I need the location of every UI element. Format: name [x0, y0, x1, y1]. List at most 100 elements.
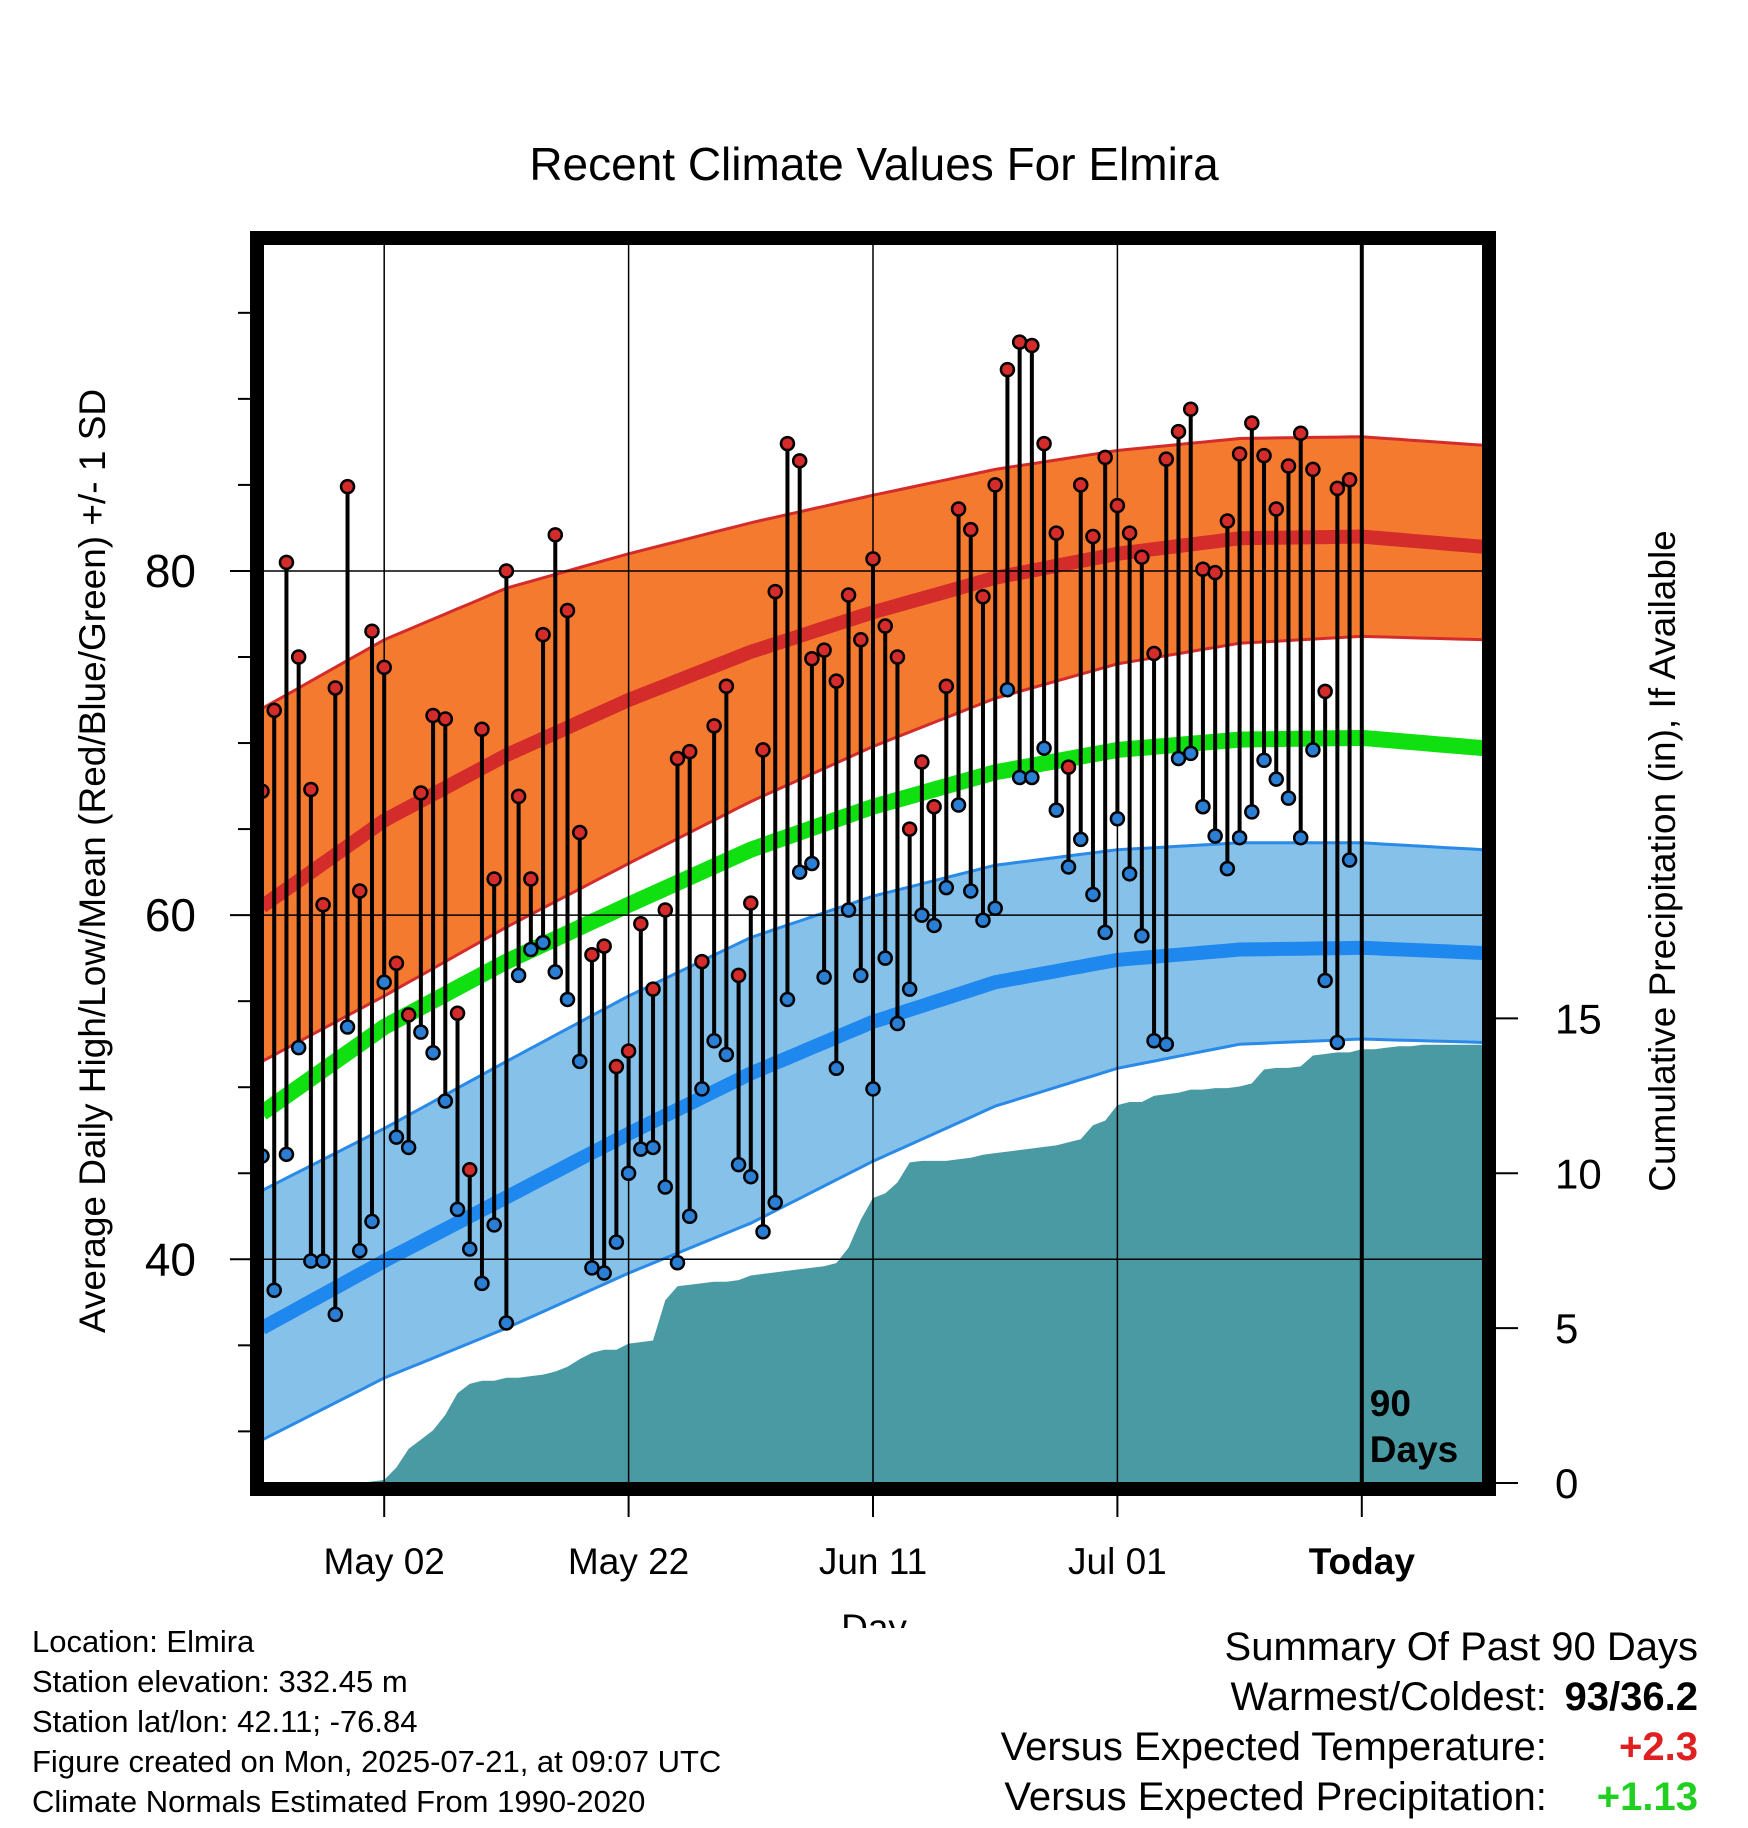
daily-low-point — [975, 912, 991, 929]
summary-heading: Summary Of Past 90 Days — [1224, 1625, 1698, 1669]
daily-low-point — [461, 1241, 478, 1257]
daily-high-point — [706, 718, 722, 734]
daily-high-point — [779, 435, 796, 452]
daily-low-point — [315, 1253, 331, 1269]
left-y-tick-label: 80 — [145, 545, 196, 597]
plot-inner: 90 Days — [262, 244, 1484, 1483]
summary-panel: Summary Of Past 90 Days Warmest/Coldest:… — [1001, 1622, 1698, 1822]
daily-high-point — [315, 897, 331, 913]
daily-low-point — [1024, 769, 1040, 786]
daily-high-point — [926, 798, 942, 815]
daily-low-point — [535, 934, 551, 951]
daily-high-point — [1085, 528, 1101, 545]
daily-low-point — [413, 1024, 429, 1040]
daily-high-point — [694, 953, 710, 970]
daily-low-point — [645, 1139, 661, 1156]
daily-low-point — [767, 1194, 783, 1211]
daily-high-point — [1146, 645, 1162, 662]
daily-low-point — [718, 1046, 735, 1063]
daily-high-point — [571, 824, 588, 841]
daily-high-point — [278, 554, 295, 571]
daily-high-point — [840, 587, 857, 603]
daily-high-point — [523, 871, 539, 887]
daily-low-point — [1231, 829, 1248, 846]
precip-label: Versus Expected Precipitation: — [1004, 1775, 1547, 1819]
daily-high-point — [1060, 759, 1077, 775]
daily-high-point — [376, 659, 392, 676]
daily-high-point — [1207, 564, 1223, 581]
daily-high-point — [914, 754, 930, 770]
plot-area: 90 Days 40 60 80 0 5 10 15 May 02 May 22 Jun 11 Jul … — [145, 231, 1602, 1582]
daily-high-point — [1305, 461, 1321, 478]
daily-low-point — [1182, 745, 1199, 762]
daily-high-point — [303, 781, 319, 798]
daily-high-point — [388, 955, 405, 972]
daily-high-point — [1072, 477, 1089, 493]
daily-high-point — [1280, 458, 1297, 474]
daily-low-point — [278, 1146, 295, 1163]
daily-low-point — [400, 1139, 417, 1156]
daily-high-point — [1244, 415, 1260, 431]
daily-low-point — [474, 1275, 490, 1292]
temp-value: +2.3 — [1619, 1725, 1698, 1769]
daily-low-point — [437, 1093, 454, 1109]
daily-low-point — [1268, 771, 1285, 787]
daily-high-point — [645, 981, 661, 997]
daily-high-point — [816, 642, 832, 658]
daily-high-point — [461, 1162, 478, 1178]
daily-low-point — [804, 855, 820, 872]
daily-low-point — [1121, 866, 1138, 882]
daily-high-point — [1292, 425, 1309, 442]
daily-low-point — [669, 1254, 686, 1271]
daily-low-point — [571, 1053, 588, 1070]
daily-low-point — [266, 1282, 282, 1299]
daily-low-point — [1195, 798, 1211, 815]
daily-high-point — [474, 721, 490, 738]
x-tick-label: May 02 — [324, 1541, 445, 1582]
left-y-tick-label: 40 — [145, 1233, 196, 1285]
daily-high-point — [938, 678, 955, 695]
daily-low-point — [352, 1242, 368, 1259]
daily-low-point — [1305, 742, 1321, 758]
daily-high-point — [1024, 337, 1040, 354]
daily-high-point — [1097, 449, 1113, 466]
daily-low-point — [999, 681, 1016, 698]
daily-high-point — [620, 1043, 637, 1059]
daily-high-point — [1182, 401, 1199, 417]
warm-cold-label: Warmest/Coldest: — [1230, 1675, 1547, 1719]
daily-low-point — [1207, 828, 1223, 844]
daily-low-point — [339, 1019, 356, 1035]
daily-high-point — [352, 883, 368, 899]
daily-low-point — [608, 1234, 625, 1250]
daily-high-point — [1109, 497, 1126, 514]
precipitation-area — [274, 1044, 1484, 1483]
daily-low-point — [633, 1141, 649, 1157]
x-axis-label: Day — [841, 1607, 907, 1628]
daily-low-point — [926, 917, 942, 934]
daily-high-point — [1317, 683, 1333, 700]
daily-low-point — [327, 1306, 344, 1323]
daily-low-point — [901, 981, 918, 997]
daily-high-point — [486, 871, 502, 887]
daily-low-point — [657, 1179, 674, 1195]
daily-high-point — [828, 673, 845, 689]
daily-high-point — [413, 785, 429, 801]
daily-low-point — [681, 1208, 698, 1225]
daily-high-point — [681, 743, 698, 760]
daily-low-point — [853, 967, 869, 984]
daily-high-point — [584, 946, 600, 963]
daily-high-point — [449, 1005, 466, 1021]
right-y-tick-label: 5 — [1555, 1305, 1578, 1352]
y-axis-label-left: Average Daily High/Low/Mean (Red/Blue/Gr… — [72, 389, 113, 1333]
x-tick-label: Jun 11 — [819, 1541, 927, 1582]
daily-low-point — [1256, 752, 1272, 768]
daily-high-point — [498, 563, 515, 579]
y-axis-label-right: Cumulative Precipitation (in), If Availa… — [1642, 530, 1683, 1192]
daily-low-point — [1060, 859, 1077, 875]
daily-low-point — [840, 902, 857, 918]
daily-high-point — [865, 551, 881, 567]
daily-high-point — [889, 649, 906, 665]
daily-low-point — [376, 974, 392, 990]
daily-high-point — [1268, 501, 1285, 517]
daily-high-point — [987, 477, 1003, 493]
